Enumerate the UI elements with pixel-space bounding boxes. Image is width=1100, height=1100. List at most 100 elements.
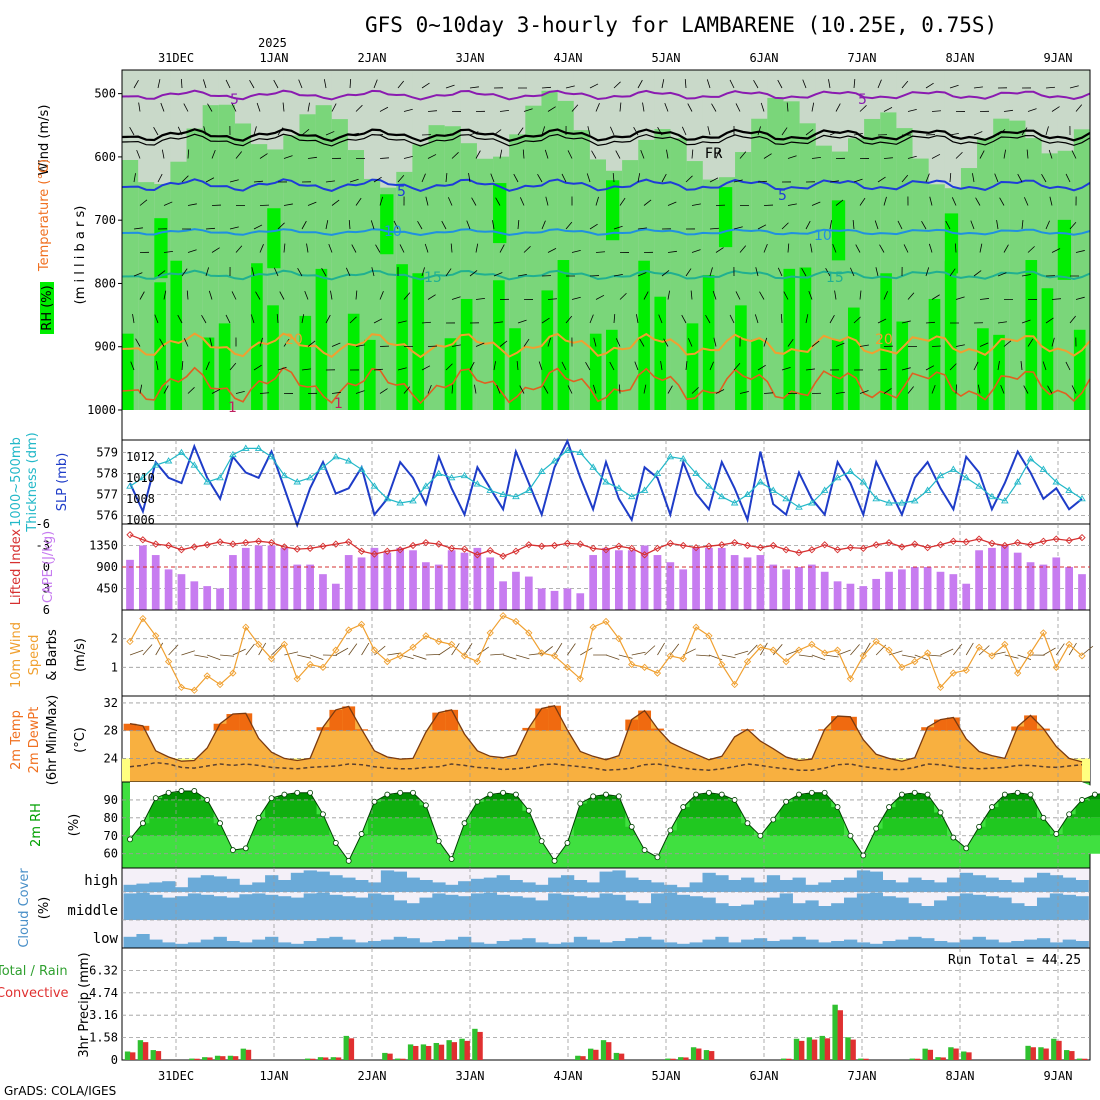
rh-band-medium [525,105,542,411]
wind10-barb [554,642,563,656]
wind-barb [427,110,438,112]
wind10-barb [747,644,758,656]
cape-bar [396,547,405,610]
li-point [473,551,481,559]
precip-total-bar [343,1035,349,1060]
wind-barb [781,366,791,371]
li-point [345,538,353,546]
cloud-high-bar [252,882,266,892]
thickness-point [370,482,379,489]
cloud-middle-bar [496,894,510,920]
cape-bar [923,567,932,610]
wind-point [126,637,134,646]
wind-barb [373,318,383,324]
wind-barb [203,126,207,136]
cloud-low-bar [573,936,588,948]
wind-barb [323,79,327,89]
rh-band-medium [1009,120,1026,411]
wind-barb [955,344,965,347]
wind-barb [492,220,495,230]
cloud-low-bar [316,938,330,948]
temp-hot-segment [123,723,137,731]
thickness-line [129,447,1083,508]
wind-barb [133,173,136,183]
cloud-middle-bar [458,896,472,920]
wind-barb [999,197,1005,206]
wind10-barb [670,643,680,656]
wind-barb [373,79,378,89]
cloud-middle-bar [522,897,536,920]
wind-barb [133,272,143,277]
wind-point [602,617,610,626]
cloud-low-bar [921,938,935,948]
cloud-low-bar [599,942,613,948]
wind-point [949,669,957,677]
wind-barb [471,197,477,206]
cloud-high-bar [869,871,883,892]
date-label-top: 2JAN [358,51,387,65]
li-point [679,541,687,550]
wind-barb [643,291,649,300]
cloud-middle-bar [869,892,883,920]
cloud-low-bar [277,942,292,948]
precip-conv-bar [335,1057,342,1060]
wind10-barb [374,645,386,656]
wind-point [164,657,173,666]
precip-conv-bar [927,1049,934,1060]
rh-point [1066,811,1073,818]
cloud-high-bar [1011,882,1025,892]
thickness-point [923,486,932,493]
thickness-point [525,486,533,493]
cape-bar [756,555,765,610]
cape-bar [975,550,983,610]
wind-point [396,652,404,660]
cloud-high-bar [998,880,1012,892]
wind-barb [787,338,794,347]
wind-barb [907,108,917,112]
cloud-high-bar [445,884,459,892]
thickness-point [833,473,842,481]
wind-barb [135,338,141,347]
wind-barb [202,79,207,89]
cloud-low-bar [380,939,395,948]
wind-barb [1048,149,1053,159]
precip-panel: 6.32 4.74 3.16 1.58 0 Run Total = 44.25 3hr … [0,947,1091,1067]
cloud-low-bar [766,941,781,948]
cloud-low-bar [522,938,536,948]
cloud-high-bar [638,880,652,892]
rh-point [332,840,339,846]
wind-barb [801,267,807,277]
cape-bar [409,550,417,610]
precip-total-bar [780,1058,787,1060]
cape-bar [267,545,276,610]
li-tick-label: 6 [43,603,50,617]
wind-barb [859,290,862,300]
date-label-top: 8JAN [946,51,975,65]
wind-point [1039,629,1048,637]
rh-band-bright [606,180,620,241]
date-label-top: 31DEC [158,51,194,65]
rh-band-bright [122,333,134,410]
wind-barb [681,126,687,136]
rh-point [834,804,841,810]
rh-band-bright [799,267,812,410]
cloud-low-bar [200,939,215,948]
li-point [177,546,186,554]
wind-barb [157,270,166,277]
cloud-middle-bar [355,897,369,920]
cloud-low-bar [1075,941,1089,948]
thickness-point [190,461,199,468]
cloud-middle-bar [406,903,420,920]
cloud-middle-bar [470,893,485,920]
wind-barb [517,319,527,324]
cloud-low-bar [1036,938,1051,948]
wind-barb [901,80,909,89]
cloud-middle-bar [676,894,691,920]
cape-bar [705,547,713,610]
cloud-middle-bar [792,903,806,920]
wind-barb [667,201,677,206]
wind-barb [877,176,886,183]
cloud-high-bar [1024,877,1038,892]
temp-ticks: 32 28 24 [104,696,118,765]
